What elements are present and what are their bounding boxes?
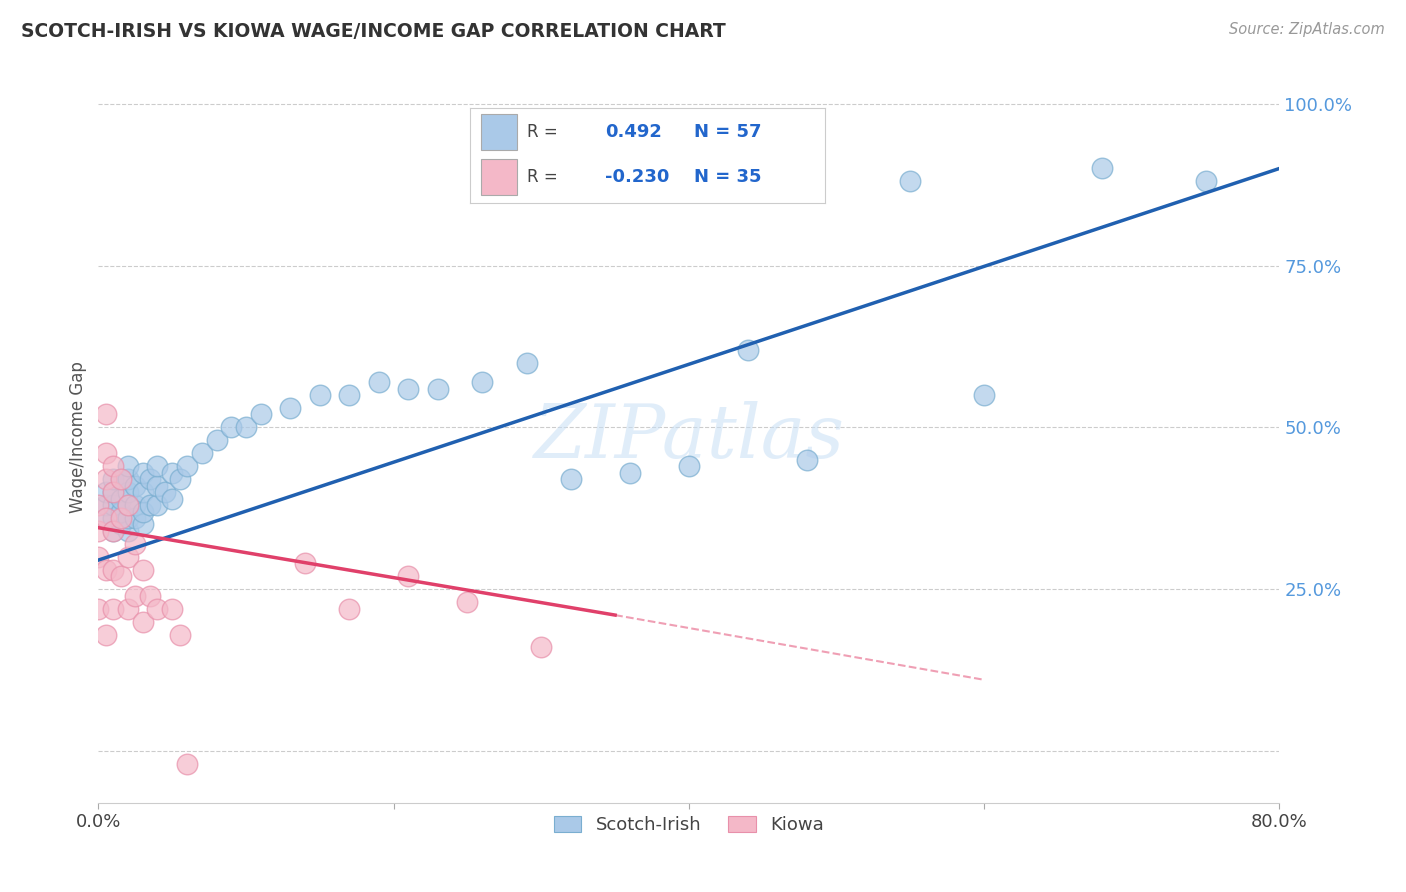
Point: [191, 446, 214, 460]
Text: SCOTCH-IRISH VS KIOWA WAGE/INCOME GAP CORRELATION CHART: SCOTCH-IRISH VS KIOWA WAGE/INCOME GAP CO…: [21, 22, 725, 41]
Point: [103, 498, 125, 512]
Point: [94, 511, 117, 525]
Point: [153, 485, 176, 500]
Point: [132, 563, 155, 577]
Point: [516, 356, 538, 370]
Point: [162, 601, 183, 615]
Point: [117, 498, 139, 512]
Point: [398, 382, 420, 396]
Point: [110, 491, 132, 506]
Point: [169, 627, 191, 641]
Point: [678, 459, 700, 474]
Point: [132, 485, 155, 500]
Point: [796, 452, 818, 467]
Point: [176, 756, 198, 771]
Point: [169, 472, 191, 486]
Point: [205, 434, 228, 448]
Point: [94, 627, 117, 641]
Point: [146, 459, 169, 474]
Point: [737, 343, 759, 357]
Point: [87, 549, 110, 564]
Point: [471, 375, 494, 389]
Point: [110, 517, 132, 532]
Point: [132, 615, 155, 629]
Point: [162, 491, 183, 506]
Point: [427, 382, 450, 396]
Point: [87, 601, 110, 615]
Point: [103, 459, 125, 474]
Point: [117, 524, 139, 538]
Legend: Scotch-Irish, Kiowa: Scotch-Irish, Kiowa: [547, 809, 831, 841]
Text: ZIPatlas: ZIPatlas: [533, 401, 845, 474]
Y-axis label: Wage/Income Gap: Wage/Income Gap: [69, 361, 87, 513]
Point: [94, 472, 117, 486]
Point: [94, 498, 117, 512]
Point: [94, 408, 117, 422]
Point: [94, 511, 117, 525]
Point: [124, 478, 146, 492]
Point: [560, 472, 582, 486]
Point: [146, 478, 169, 492]
Point: [87, 498, 110, 512]
Point: [973, 388, 995, 402]
Point: [117, 601, 139, 615]
Point: [103, 563, 125, 577]
Point: [309, 388, 332, 402]
Point: [110, 569, 132, 583]
Point: [339, 601, 361, 615]
Point: [139, 498, 162, 512]
Point: [619, 466, 641, 480]
Point: [139, 589, 162, 603]
Point: [117, 498, 139, 512]
Point: [1195, 174, 1218, 188]
Point: [221, 420, 243, 434]
Point: [398, 569, 420, 583]
Point: [124, 511, 146, 525]
Point: [103, 485, 125, 500]
Point: [132, 517, 155, 532]
Point: [1091, 161, 1114, 176]
Point: [117, 459, 139, 474]
Point: [294, 557, 316, 571]
Point: [94, 563, 117, 577]
Point: [530, 640, 553, 655]
Point: [103, 472, 125, 486]
Point: [250, 408, 273, 422]
Point: [110, 511, 132, 525]
Point: [103, 485, 125, 500]
Point: [146, 601, 169, 615]
Point: [117, 511, 139, 525]
Point: [124, 589, 146, 603]
Point: [146, 498, 169, 512]
Point: [457, 595, 479, 609]
Point: [103, 601, 125, 615]
Point: [87, 524, 110, 538]
Point: [103, 511, 125, 525]
Point: [235, 420, 257, 434]
Point: [162, 466, 183, 480]
Point: [110, 472, 132, 486]
Point: [110, 504, 132, 518]
Point: [94, 446, 117, 460]
Point: [117, 549, 139, 564]
Point: [103, 524, 125, 538]
Point: [176, 459, 198, 474]
Point: [117, 485, 139, 500]
Point: [110, 472, 132, 486]
Point: [900, 174, 922, 188]
Point: [124, 498, 146, 512]
Point: [132, 504, 155, 518]
Point: [124, 537, 146, 551]
Point: [280, 401, 302, 415]
Text: Source: ZipAtlas.com: Source: ZipAtlas.com: [1229, 22, 1385, 37]
Point: [139, 472, 162, 486]
Point: [132, 466, 155, 480]
Point: [117, 472, 139, 486]
Point: [94, 485, 117, 500]
Point: [103, 524, 125, 538]
Point: [368, 375, 391, 389]
Point: [339, 388, 361, 402]
